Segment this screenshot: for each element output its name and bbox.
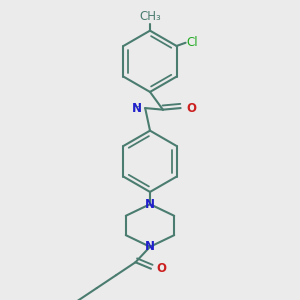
Text: H: H	[133, 103, 141, 113]
Text: O: O	[157, 262, 167, 275]
Text: N: N	[145, 240, 155, 253]
Text: N: N	[132, 102, 142, 115]
Text: O: O	[187, 102, 196, 115]
Text: N: N	[145, 198, 155, 211]
Text: Cl: Cl	[186, 36, 198, 49]
Text: CH₃: CH₃	[139, 10, 161, 22]
